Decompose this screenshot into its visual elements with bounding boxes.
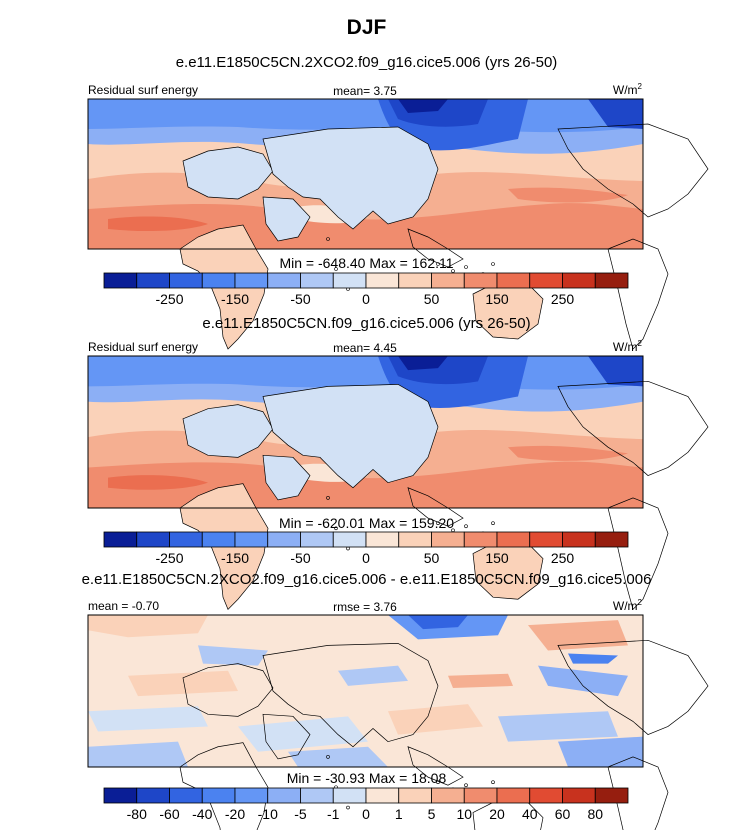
colorbar-box	[103, 531, 138, 548]
colorbar-tick-label: -10	[258, 806, 278, 822]
colorbar-box	[201, 531, 236, 548]
colorbar-box	[332, 272, 367, 289]
panel-1-minmax: Min = -648.40 Max = 162.11	[279, 255, 454, 271]
colorbar-tick-label: 50	[424, 550, 440, 566]
colorbar-tick-label: -50	[290, 291, 310, 307]
page-title: DJF	[346, 16, 387, 39]
colorbar-box	[201, 787, 236, 804]
colorbar-tick-label: -1	[327, 806, 340, 822]
colorbar-tick-label: 60	[555, 806, 571, 822]
colorbar-box	[463, 787, 498, 804]
colorbar-box	[529, 531, 563, 548]
panel-2-map	[87, 355, 709, 611]
colorbar-box	[136, 531, 170, 548]
panel-2-mean-label: mean= 4.45	[333, 341, 397, 355]
panel-3-rmse-label: rmse = 3.76	[333, 600, 397, 614]
colorbar-tick-label: 80	[587, 806, 603, 822]
colorbar-box	[136, 787, 170, 804]
colorbar-box	[169, 787, 203, 804]
colorbar-box	[562, 787, 596, 804]
colorbar-box	[398, 787, 432, 804]
colorbar-box	[398, 531, 432, 548]
panel-3-map	[87, 614, 709, 830]
colorbar-box	[496, 272, 531, 289]
panel-1-units-label: W/m2	[612, 82, 642, 97]
colorbar-box	[300, 787, 334, 804]
panel-1-mean-label: mean= 3.75	[333, 84, 397, 98]
colorbar-box	[431, 272, 465, 289]
panel-3-mean-label: mean = -0.70	[88, 599, 160, 613]
colorbar-box	[267, 787, 301, 804]
colorbar-tick-label: -60	[159, 806, 179, 822]
colorbar-tick-label: 20	[489, 806, 505, 822]
panel-3-units-label: W/m2	[612, 598, 642, 613]
colorbar-tick-label: 0	[362, 291, 370, 307]
colorbar-box	[103, 272, 138, 289]
colorbar-box	[234, 531, 269, 548]
colorbar-tick-label: -150	[221, 550, 249, 566]
panel-2-subtitle: e.e11.E1850C5CN.f09_g16.cice5.006 (yrs 2…	[202, 315, 531, 332]
colorbar-tick-label: 150	[485, 550, 509, 566]
colorbar-tick-label: 10	[456, 806, 472, 822]
panel-1-colorbar: -250 -150 -50 0 50 150 250	[103, 272, 629, 307]
colorbar-tick-label: -20	[225, 806, 245, 822]
colorbar-tick-label: 0	[362, 550, 370, 566]
colorbar-tick-label: -150	[221, 291, 249, 307]
colorbar-box	[332, 531, 367, 548]
colorbar-box	[365, 787, 400, 804]
panel-2-units-label: W/m2	[612, 339, 642, 354]
colorbar-tick-label: -80	[127, 806, 147, 822]
colorbar-tick-label: 250	[551, 550, 575, 566]
colorbar-box	[234, 787, 269, 804]
colorbar-tick-label: -250	[155, 291, 183, 307]
colorbar-tick-label: 250	[551, 291, 575, 307]
colorbar-box	[463, 272, 498, 289]
colorbar-box	[365, 272, 400, 289]
colorbar-tick-label: -50	[290, 550, 310, 566]
colorbar-tick-label: 40	[522, 806, 538, 822]
colorbar-box	[529, 787, 563, 804]
colorbar-box	[463, 531, 498, 548]
panel-1-subtitle: e.e11.E1850C5CN.2XCO2.f09_g16.cice5.006 …	[175, 54, 558, 71]
panel-2-variable-label: Residual surf energy	[88, 340, 199, 354]
colorbar-tick-label: 50	[424, 291, 440, 307]
colorbar-tick-label: -5	[294, 806, 307, 822]
colorbar-box	[431, 531, 465, 548]
colorbar-box	[169, 272, 203, 289]
panel-3-minmax: Min = -30.93 Max = 18.08	[286, 770, 447, 786]
colorbar-tick-label: 5	[428, 806, 436, 822]
colorbar-box	[398, 272, 432, 289]
panel-1-variable-label: Residual surf energy	[88, 83, 199, 97]
colorbar-box	[300, 272, 334, 289]
colorbar-box	[496, 787, 531, 804]
panel-3-subtitle: e.e11.E1850C5CN.2XCO2.f09_g16.cice5.006 …	[81, 571, 652, 588]
colorbar-box	[300, 531, 334, 548]
colorbar-tick-label: 1	[395, 806, 403, 822]
panel-1-map	[87, 98, 709, 350]
colorbar-box	[267, 272, 301, 289]
colorbar-box	[431, 787, 465, 804]
colorbar-box	[562, 272, 596, 289]
panel-2-minmax: Min = -620.01 Max = 159.20	[278, 515, 455, 531]
colorbar-box	[594, 272, 629, 289]
panel-3-colorbar: -80 -60 -40 -20 -10 -5 -1 0 1 5 10 20 40 60 80	[103, 787, 629, 822]
colorbar-box	[136, 272, 170, 289]
colorbar-box	[201, 272, 236, 289]
colorbar-box	[365, 531, 400, 548]
colorbar-tick-label: 150	[485, 291, 509, 307]
colorbar-box	[332, 787, 367, 804]
colorbar-box	[594, 531, 629, 548]
colorbar-box	[594, 787, 629, 804]
colorbar-tick-label: 0	[362, 806, 370, 822]
colorbar-box	[234, 272, 269, 289]
colorbar-box	[169, 531, 203, 548]
colorbar-box	[267, 531, 301, 548]
colorbar-box	[496, 531, 531, 548]
colorbar-box	[529, 272, 563, 289]
colorbar-box	[103, 787, 138, 804]
panel-2-colorbar: -250 -150 -50 0 50 150 250	[103, 531, 629, 566]
colorbar-box	[562, 531, 596, 548]
colorbar-tick-label: -40	[192, 806, 212, 822]
colorbar-tick-label: -250	[155, 550, 183, 566]
